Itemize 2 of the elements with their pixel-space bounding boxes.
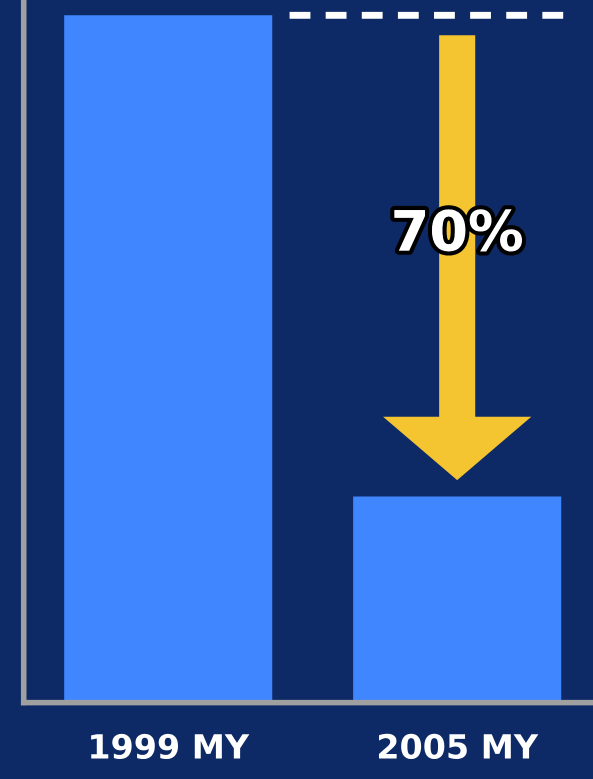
x-tick-label: 2005 MY (378, 734, 538, 760)
x-tick-label: 1999 MY (91, 734, 250, 760)
